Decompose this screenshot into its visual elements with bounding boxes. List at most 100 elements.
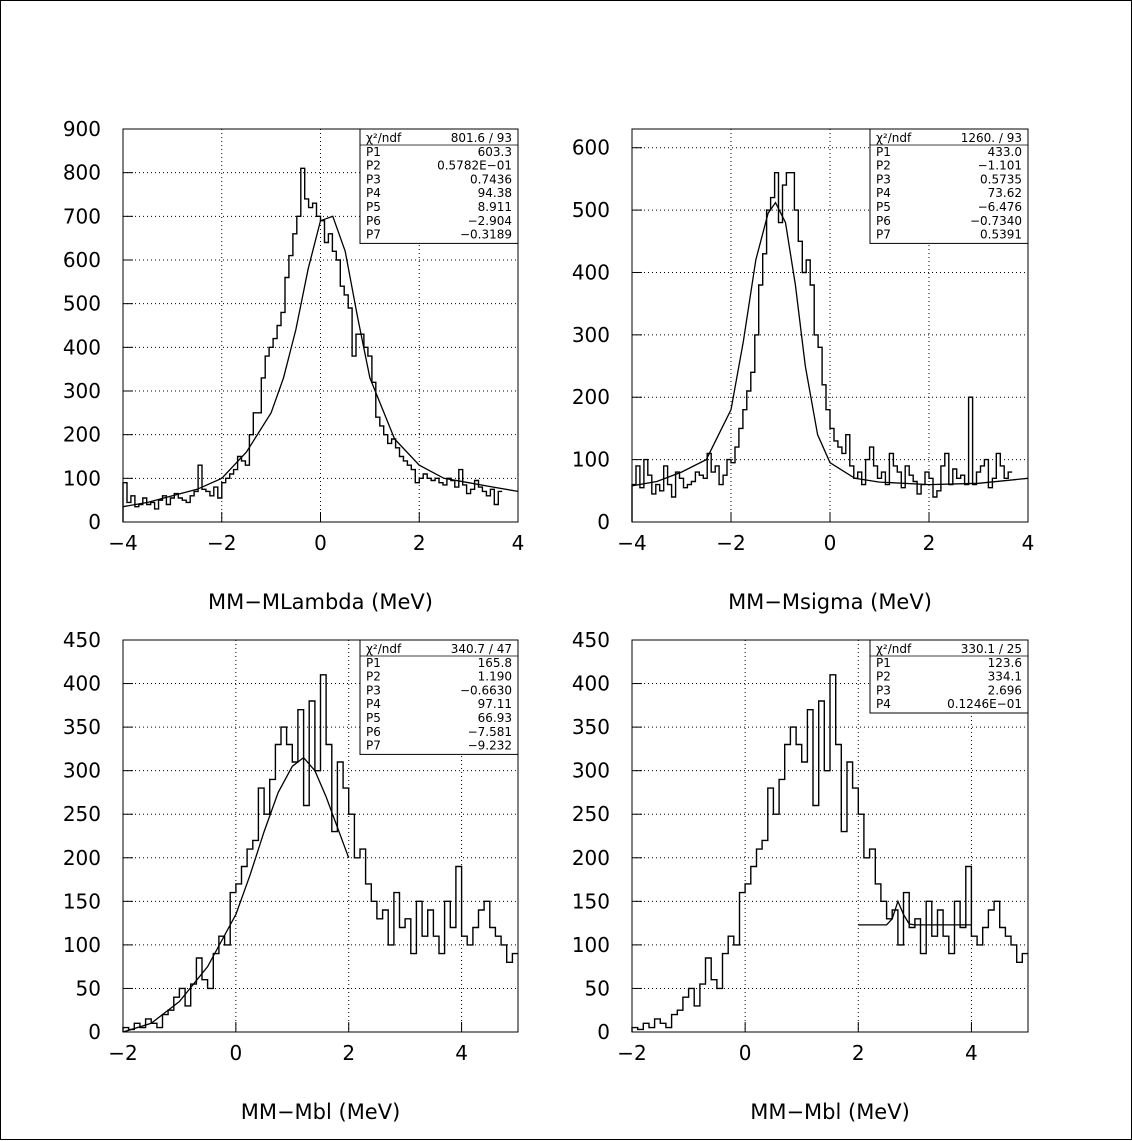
plot-frame (122, 639, 519, 1033)
stats-value: 603.3 (478, 145, 512, 159)
y-tick-label: 100 (572, 448, 610, 472)
y-tick-label: 400 (572, 260, 610, 284)
stats-value: 0.7436 (470, 172, 512, 186)
x-tick-label: 4 (455, 1041, 468, 1065)
stats-label: P1 (876, 656, 891, 670)
x-tick-label: 4 (965, 1041, 978, 1065)
y-tick-label: 100 (63, 933, 101, 957)
stats-label: P3 (366, 172, 381, 186)
x-axis-title: MM−Mbl (MeV) (750, 1100, 910, 1124)
x-tick-label: 2 (923, 531, 936, 555)
stats-label: χ²/ndf (876, 642, 912, 656)
y-tick-label: 300 (572, 323, 610, 347)
x-tick-label: 0 (824, 531, 837, 555)
y-tick-label: 150 (572, 889, 610, 913)
stats-value: 123.6 (988, 656, 1022, 670)
stats-label: P4 (876, 697, 891, 711)
stats-value: −0.7340 (970, 214, 1022, 228)
stats-label: P3 (876, 172, 891, 186)
y-tick-label: 250 (572, 802, 610, 826)
stats-value: −0.3189 (460, 228, 512, 242)
y-tick-label: 150 (63, 889, 101, 913)
x-tick-label: 4 (512, 531, 525, 555)
x-tick-label: 2 (342, 1041, 355, 1065)
stats-label: χ²/ndf (366, 131, 402, 145)
y-tick-label: 0 (597, 1020, 610, 1044)
y-tick-label: 0 (597, 510, 610, 534)
y-tick-label: 900 (63, 117, 101, 141)
y-tick-label: 600 (63, 248, 101, 272)
x-tick-label: 0 (739, 1041, 752, 1065)
stats-value: 94.38 (478, 186, 512, 200)
stats-value: 73.62 (988, 186, 1022, 200)
stats-value: 2.696 (988, 683, 1022, 697)
y-tick-label: 800 (63, 161, 101, 185)
histogram-series (122, 674, 518, 1032)
stats-box (359, 639, 519, 755)
stats-value: 334.1 (988, 670, 1022, 684)
y-tick-label: 300 (63, 759, 101, 783)
y-tick-label: 350 (63, 715, 101, 739)
y-tick-label: 350 (572, 715, 610, 739)
stats-value: 0.5782E−01 (437, 159, 512, 173)
stats-label: P2 (876, 670, 891, 684)
y-tick-label: 300 (572, 759, 610, 783)
stats-value: −2.904 (468, 214, 512, 228)
x-tick-label: 4 (1022, 531, 1035, 555)
fit-curve (858, 899, 972, 926)
x-tick-label: −4 (617, 531, 646, 555)
stats-label: P4 (876, 186, 891, 200)
chart-panel-3: −2 0 2 4 0 50 100 150 200 250 300 350 400 450 MM−Mbl (… (63, 628, 519, 1124)
stats-label: P5 (366, 200, 381, 214)
y-tick-label: 200 (63, 846, 101, 870)
x-tick-label: −4 (108, 531, 137, 555)
x-tick-label: 0 (314, 531, 327, 555)
x-tick-label: −2 (716, 531, 745, 555)
stats-value: 0.5391 (980, 228, 1022, 242)
stats-box (869, 128, 1029, 244)
stats-label: P6 (366, 725, 381, 739)
fit-curve (122, 215, 519, 508)
y-tick-label: 700 (63, 204, 101, 228)
y-tick-label: 200 (572, 385, 610, 409)
y-tick-label: 200 (572, 846, 610, 870)
y-tick-label: 600 (572, 136, 610, 160)
y-tick-label: 0 (88, 1020, 101, 1044)
stats-label: P6 (876, 214, 891, 228)
stats-value: −0.6630 (460, 683, 512, 697)
x-axis-title: MM−Msigma (MeV) (728, 590, 932, 614)
stats-value: 165.8 (478, 656, 512, 670)
histogram-series (631, 674, 1028, 1032)
stats-value: 433.0 (988, 145, 1022, 159)
y-tick-label: 50 (76, 976, 101, 1000)
stats-label: P6 (366, 214, 381, 228)
chart-panel-1: −4 −2 0 2 4 0 100 200 300 400 500 600 700 800 900 MM−ML… (63, 117, 525, 614)
stats-label: P3 (366, 683, 381, 697)
stats-label: χ²/ndf (366, 642, 402, 656)
stats-label: P2 (366, 159, 381, 173)
x-axis-title: MM−Mbl (MeV) (241, 1100, 401, 1124)
chart-panel-4: −2 0 2 4 0 50 100 150 200 250 300 350 400 450 MM−Mbl (… (572, 628, 1029, 1124)
stats-value: −9.232 (468, 739, 512, 753)
stats-label: P1 (366, 656, 381, 670)
histogram-series (122, 167, 503, 522)
y-tick-label: 450 (572, 628, 610, 652)
stats-label: χ²/ndf (876, 131, 912, 145)
stats-label: P1 (366, 145, 381, 159)
x-tick-label: 2 (852, 1041, 865, 1065)
y-tick-label: 200 (63, 423, 101, 447)
stats-label: P7 (876, 228, 891, 242)
x-tick-label: −2 (617, 1041, 646, 1065)
y-tick-label: 450 (63, 628, 101, 652)
stats-label: P5 (876, 200, 891, 214)
stats-value: 0.1246E−01 (947, 697, 1022, 711)
stats-value: 97.11 (478, 697, 512, 711)
stats-label: P4 (366, 186, 381, 200)
stats-label: P3 (876, 683, 891, 697)
plot-frame (631, 639, 1029, 1033)
x-tick-label: −2 (207, 531, 236, 555)
fit-curve (122, 756, 350, 1033)
histogram-series (631, 172, 1013, 522)
